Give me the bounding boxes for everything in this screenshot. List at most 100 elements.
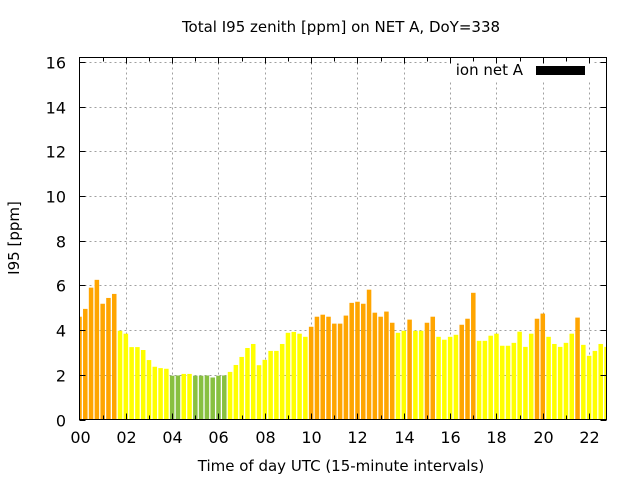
bar [129,347,134,420]
bar [326,316,331,420]
bar [517,331,522,420]
bar [291,331,297,420]
bar [471,292,476,420]
bar [250,343,256,420]
bar [413,330,418,420]
bar [540,313,546,420]
bar [523,346,528,420]
bar [117,330,123,420]
x-tick-label: 10 [301,428,321,447]
bar [418,330,424,420]
bar [169,375,175,420]
y-tick-label: 12 [46,143,66,162]
bar [534,318,540,420]
bar [268,350,273,420]
y-tick-label: 4 [56,322,66,341]
chart-title: Total I95 zenith [ppm] on NET A, DoY=338 [181,18,500,36]
bar [355,301,360,420]
x-tick-label: 18 [486,428,506,447]
bar [372,312,378,420]
bar [424,322,430,420]
y-tick-label: 10 [46,188,66,207]
bar [239,356,244,420]
bar [586,355,592,420]
x-tick-label: 20 [533,428,553,447]
bar [222,375,227,420]
y-tick-label: 14 [46,99,66,118]
bar [447,336,453,420]
bar [459,324,464,420]
y-tick-label: 6 [56,277,66,296]
bar [511,342,517,420]
bars [80,279,606,420]
x-tick-label: 08 [255,428,275,447]
y-tick-label: 8 [56,233,66,252]
bar [598,343,603,420]
bar [274,350,279,420]
bar [528,333,534,420]
bar [482,340,488,420]
x-tick-label: 22 [579,428,599,447]
bar [303,336,308,420]
bar [401,330,407,420]
bar [546,336,551,420]
bar [140,350,146,420]
bar [494,333,499,420]
bar [146,360,152,420]
bar [88,287,94,420]
y-tick-labels: 0 2 4 6 8 10 12 14 16 [46,54,66,431]
bar [389,322,395,420]
bar [465,318,470,420]
bar [395,332,401,420]
bar [557,346,563,420]
bar [320,314,325,420]
bar [164,368,169,420]
bar [227,371,233,420]
bar [505,345,511,420]
bar [552,343,557,420]
legend-key [536,66,585,75]
bar [83,308,88,420]
bar [314,316,320,420]
bar [216,375,221,420]
bar [499,345,505,420]
bar [181,373,187,420]
bar [581,344,586,420]
x-tick-label: 12 [347,428,367,447]
bar [193,375,198,420]
bar [453,334,459,420]
bar [256,365,262,420]
bar [297,333,302,420]
bar [407,319,412,420]
bar [430,316,436,420]
x-tick-label: 06 [208,428,228,447]
bar [135,347,140,420]
bar [279,343,285,420]
bar [152,366,158,420]
bar [106,297,111,420]
bar [384,311,389,420]
bar [569,333,575,420]
bar [442,339,447,420]
bar [111,293,117,420]
bar [187,373,192,420]
ticks [79,57,607,421]
bar [592,350,598,420]
bar [349,302,354,420]
x-tick-label: 00 [70,428,90,447]
bar [366,289,372,420]
bar [337,323,343,420]
x-axis-label: Time of day UTC (15-minute intervals) [197,457,484,475]
plot-border [79,57,607,420]
bar [285,332,291,420]
bar [245,347,250,420]
bar [563,342,569,420]
x-tick-label: 14 [394,428,414,447]
x-tick-labels: 00 02 04 06 08 10 12 14 16 18 20 22 [70,428,599,447]
x-tick-label: 16 [440,428,460,447]
bar [123,333,129,420]
bar [361,303,366,420]
y-tick-label: 2 [56,367,66,386]
bar [604,346,606,420]
x-tick-label: 04 [162,428,182,447]
